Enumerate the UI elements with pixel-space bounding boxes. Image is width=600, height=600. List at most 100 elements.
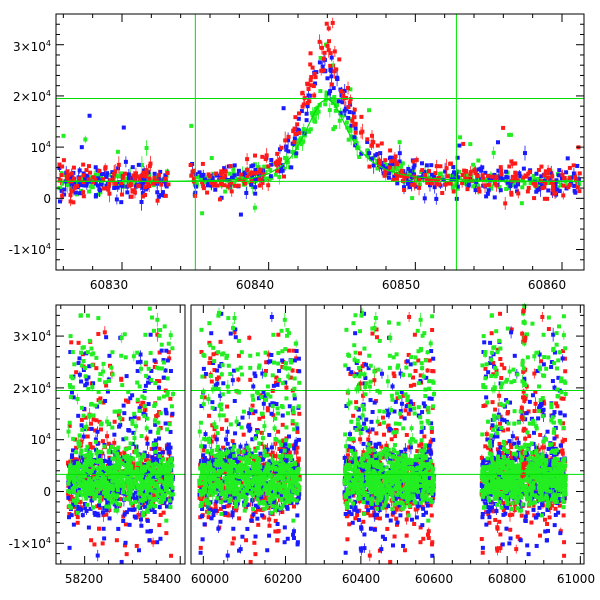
bottom-point-blue (228, 446, 233, 451)
top-point-blue (125, 190, 130, 195)
top-point-red (440, 190, 445, 195)
bottom-point-red (431, 369, 436, 374)
bottom-point-blue (119, 559, 124, 564)
top-point-blue (202, 177, 207, 182)
bottom-point-red (144, 434, 149, 443)
top-x-tick-label-60830: 60830 (90, 278, 128, 292)
top-point-red (148, 155, 153, 172)
bottom-point-green (157, 333, 162, 338)
top-point-green (489, 186, 494, 191)
top-point-green (87, 189, 92, 194)
bottom-point-green (228, 371, 233, 376)
top-point-red (81, 180, 86, 185)
bottom-point-blue (149, 368, 154, 373)
top-point-red (71, 200, 76, 205)
top-point-blue (249, 182, 254, 187)
bottom-point-green (216, 484, 221, 489)
bottom-point-green (85, 444, 90, 449)
top-point-green (144, 140, 149, 156)
bottom-point-green (269, 510, 274, 515)
bottom-point-blue (205, 504, 210, 509)
top-point-green (471, 162, 476, 167)
bottom-point-red (281, 438, 286, 443)
bottom-point-red (264, 360, 269, 365)
bottom-point-green (223, 462, 228, 467)
bottom-point-blue (87, 364, 92, 369)
bottom-point-green (119, 353, 124, 358)
bottom-point-green (135, 350, 140, 355)
top-point-green (126, 181, 131, 186)
bottom-point-green (77, 478, 82, 487)
bottom-point-red (126, 399, 131, 404)
bottom-point-blue (291, 536, 296, 541)
bottom-point-blue (131, 430, 136, 435)
bottom-point-blue (83, 383, 88, 388)
top-point-blue (390, 162, 395, 167)
top-point-red (307, 95, 312, 107)
top-point-red (81, 162, 86, 167)
top-point-red (292, 126, 297, 131)
bottom-point-blue (431, 356, 436, 361)
bottom-point-green (71, 470, 76, 475)
bottom-point-green (86, 386, 91, 391)
bottom-point-blue (233, 335, 238, 340)
top-point-blue (283, 144, 288, 149)
bottom-point-green (148, 494, 153, 499)
top-point-red (122, 171, 127, 176)
top-point-blue (565, 156, 570, 161)
bottom-point-blue (169, 496, 174, 501)
top-point-red (443, 182, 448, 187)
top-point-green (89, 176, 94, 181)
bottom-point-green (199, 501, 204, 506)
bottom-point-blue (248, 426, 253, 431)
bottom-point-red (392, 534, 397, 539)
bottom-point-green (107, 502, 112, 511)
bottom-point-blue (67, 545, 72, 550)
bottom-point-green (123, 447, 128, 452)
bottom-point-blue (157, 436, 162, 441)
top-point-red (468, 166, 473, 183)
top-point-red (261, 168, 266, 181)
bottom-point-blue (390, 382, 395, 390)
bottom-point-red (288, 375, 293, 380)
bottom-point-red (75, 515, 80, 520)
bottom-point-green (120, 478, 125, 483)
bottom-point-green (129, 499, 134, 508)
top-point-green (507, 132, 512, 137)
top-point-red (217, 197, 222, 202)
bottom-point-red (130, 503, 135, 508)
top-point-blue (269, 157, 274, 162)
top-point-red (113, 164, 118, 179)
top-point-blue (365, 139, 370, 144)
bottom-point-red (98, 427, 103, 432)
bottom-point-blue (116, 526, 121, 531)
bottom-point-green (206, 393, 211, 405)
bottom-point-green (157, 396, 162, 401)
bottom-point-green (88, 456, 93, 461)
bottom-point-green (254, 485, 259, 490)
bottom-point-red (412, 332, 417, 337)
bottom-point-blue (147, 529, 152, 534)
bottom-point-green (242, 508, 247, 513)
bottom-data-points (66, 303, 568, 564)
bottom-point-green (106, 450, 111, 455)
top-point-green (520, 185, 525, 190)
bottom-point-green (97, 458, 102, 463)
bottom-point-green (87, 476, 92, 481)
bottom-point-blue (252, 371, 257, 376)
bottom-point-green (292, 487, 297, 492)
top-point-blue (408, 168, 413, 173)
top-point-red (151, 181, 156, 186)
bottom-point-green (127, 458, 132, 463)
bottom-point-blue (388, 518, 393, 523)
top-point-green (262, 177, 267, 182)
top-point-blue (335, 76, 340, 81)
top-point-red (476, 186, 481, 191)
bottom-point-red (267, 514, 272, 525)
bottom-point-blue (256, 396, 261, 401)
bottom-point-green (157, 454, 162, 459)
top-data-points (57, 17, 582, 217)
bottom-point-red (119, 377, 124, 382)
bottom-point-red (261, 414, 266, 419)
top-reference-lines (56, 14, 584, 270)
